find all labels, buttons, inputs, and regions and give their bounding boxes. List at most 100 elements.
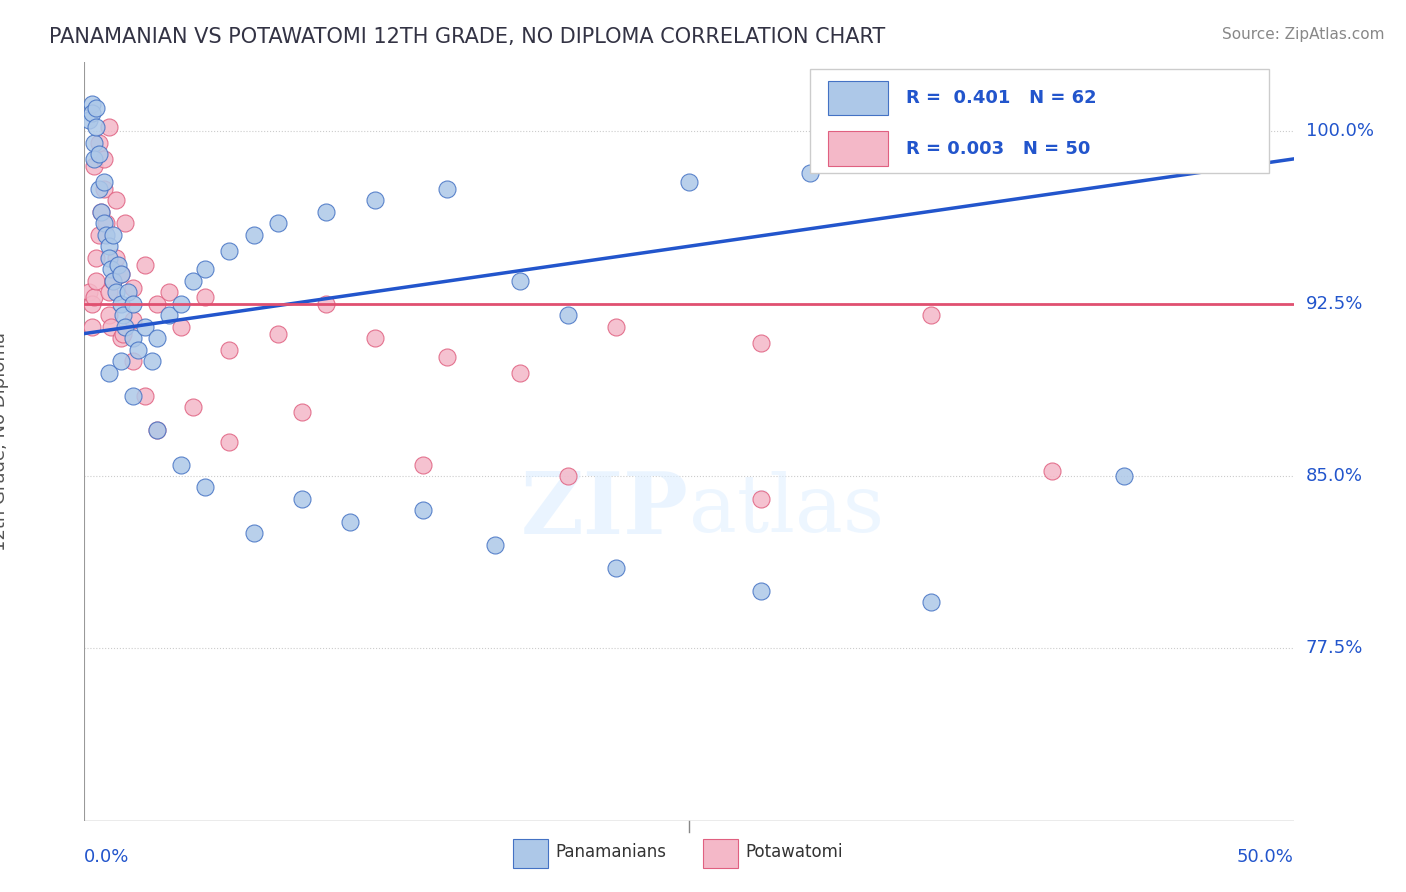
- Point: [87, 147, 110, 161]
- Point: [110, 296, 132, 310]
- Point: [134, 258, 156, 272]
- Point: [557, 469, 579, 483]
- Point: [112, 326, 135, 341]
- Point: [141, 354, 163, 368]
- Point: [1114, 469, 1136, 483]
- Point: [83, 159, 105, 173]
- Point: [267, 326, 290, 341]
- Point: [86, 251, 108, 265]
- Point: [412, 458, 434, 472]
- Point: [242, 526, 264, 541]
- Point: [509, 274, 531, 288]
- Point: [751, 491, 773, 506]
- Point: [751, 583, 773, 598]
- Point: [110, 267, 132, 281]
- Point: [77, 285, 100, 300]
- Point: [83, 136, 105, 150]
- Text: 100.0%: 100.0%: [1306, 122, 1374, 140]
- Point: [80, 96, 103, 111]
- Point: [194, 290, 217, 304]
- Point: [93, 182, 115, 196]
- Point: [103, 274, 125, 288]
- Point: [993, 136, 1015, 150]
- Text: 50.0%: 50.0%: [1237, 848, 1294, 866]
- Point: [93, 152, 115, 166]
- Point: [114, 319, 136, 334]
- Point: [110, 331, 132, 345]
- Point: [242, 227, 264, 242]
- Point: [87, 136, 110, 150]
- Point: [484, 538, 506, 552]
- Point: [97, 366, 120, 380]
- Point: [97, 308, 120, 322]
- Text: Panamanians: Panamanians: [555, 843, 666, 861]
- Point: [77, 112, 100, 127]
- Point: [339, 515, 361, 529]
- Point: [104, 285, 127, 300]
- Point: [920, 308, 942, 322]
- Point: [605, 319, 627, 334]
- Point: [134, 388, 156, 402]
- Point: [103, 274, 125, 288]
- Text: PANAMANIAN VS POTAWATOMI 12TH GRADE, NO DIPLOMA CORRELATION CHART: PANAMANIAN VS POTAWATOMI 12TH GRADE, NO …: [49, 27, 886, 46]
- Point: [94, 227, 117, 242]
- Point: [121, 280, 143, 294]
- Point: [291, 405, 314, 419]
- Point: [97, 285, 120, 300]
- Text: 12th Grade, No Diploma: 12th Grade, No Diploma: [0, 332, 8, 551]
- Point: [93, 175, 115, 189]
- Point: [1209, 102, 1232, 116]
- Point: [80, 106, 103, 120]
- Point: [557, 308, 579, 322]
- FancyBboxPatch shape: [810, 70, 1270, 173]
- Point: [194, 262, 217, 277]
- Point: [363, 194, 385, 208]
- Point: [157, 308, 180, 322]
- Point: [107, 258, 129, 272]
- Text: 92.5%: 92.5%: [1306, 294, 1362, 313]
- Point: [436, 182, 458, 196]
- Point: [134, 319, 156, 334]
- Point: [97, 239, 120, 253]
- Point: [678, 175, 700, 189]
- Point: [605, 561, 627, 575]
- Point: [218, 434, 240, 449]
- Point: [112, 308, 135, 322]
- Point: [80, 296, 103, 310]
- Point: [121, 331, 143, 345]
- Point: [90, 204, 112, 219]
- Point: [315, 296, 337, 310]
- Point: [90, 204, 112, 219]
- Point: [117, 285, 139, 300]
- Point: [1040, 464, 1063, 478]
- Point: [86, 102, 108, 116]
- Point: [94, 216, 117, 230]
- Point: [127, 343, 149, 357]
- Point: [103, 227, 125, 242]
- Point: [146, 423, 169, 437]
- Point: [87, 227, 110, 242]
- Point: [114, 216, 136, 230]
- Point: [157, 285, 180, 300]
- Text: 0.0%: 0.0%: [84, 848, 129, 866]
- Text: Potawatomi: Potawatomi: [745, 843, 842, 861]
- Text: ZIP: ZIP: [522, 468, 689, 552]
- Point: [121, 388, 143, 402]
- Point: [218, 244, 240, 258]
- Text: atlas: atlas: [689, 472, 884, 549]
- Point: [121, 296, 143, 310]
- Point: [110, 267, 132, 281]
- Point: [920, 595, 942, 609]
- Point: [194, 481, 217, 495]
- Bar: [828, 131, 889, 166]
- Point: [80, 319, 103, 334]
- Bar: [828, 81, 889, 115]
- Text: 77.5%: 77.5%: [1306, 640, 1362, 657]
- Point: [181, 274, 204, 288]
- Point: [170, 319, 193, 334]
- Text: 85.0%: 85.0%: [1306, 467, 1362, 485]
- Text: R = 0.003   N = 50: R = 0.003 N = 50: [907, 140, 1091, 158]
- Point: [100, 262, 122, 277]
- Point: [104, 194, 127, 208]
- Point: [267, 216, 290, 230]
